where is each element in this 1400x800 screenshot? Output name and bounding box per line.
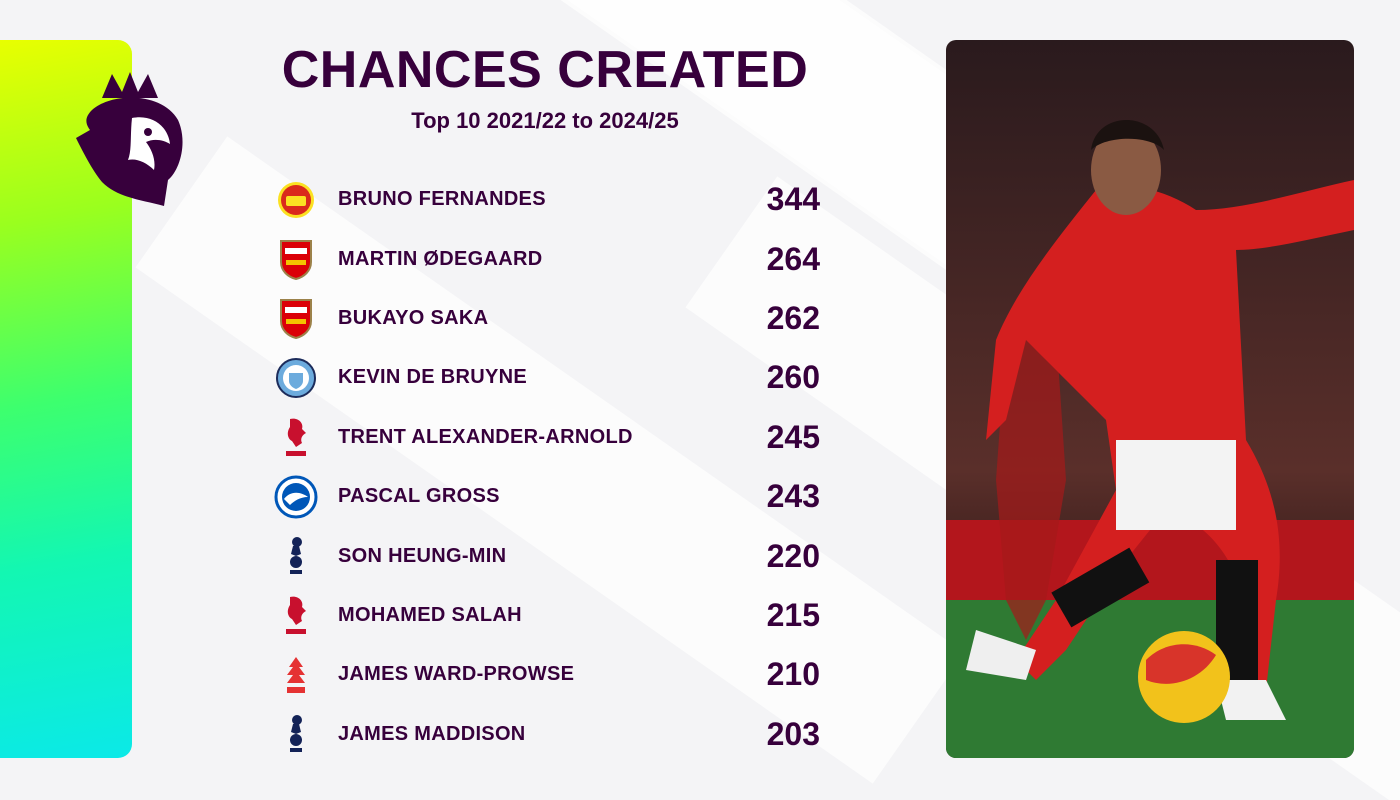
chances-value: 220 — [766, 537, 820, 574]
liverpool-crest-icon — [270, 589, 322, 641]
arsenal-crest-icon — [270, 292, 322, 344]
list-item: PASCAL GROSS 243 — [270, 467, 830, 526]
liverpool-crest-icon — [270, 411, 322, 463]
chances-value: 203 — [766, 715, 820, 752]
man-city-crest-icon — [270, 352, 322, 404]
player-name: BUKAYO SAKA — [338, 306, 489, 329]
tottenham-crest-icon — [270, 530, 322, 582]
list-item: JAMES MADDISON 203 — [270, 705, 830, 764]
player-list: BRUNO FERNANDES 344 MARTIN ØDEGAARD 264 … — [270, 170, 830, 764]
chances-value: 260 — [766, 359, 820, 396]
list-item: KEVIN DE BRUYNE 260 — [270, 348, 830, 407]
player-name: KEVIN DE BRUYNE — [338, 366, 527, 389]
chances-value: 210 — [766, 656, 820, 693]
list-item: SON HEUNG-MIN 220 — [270, 526, 830, 585]
player-name: MARTIN ØDEGAARD — [338, 247, 543, 270]
player-name: JAMES MADDISON — [338, 722, 526, 745]
nottingham-forest-crest-icon — [270, 649, 322, 701]
chances-value: 344 — [766, 181, 820, 218]
chances-value: 245 — [766, 418, 820, 455]
chances-value: 215 — [766, 596, 820, 633]
chances-value: 262 — [766, 299, 820, 336]
player-name: PASCAL GROSS — [338, 485, 500, 508]
chances-value: 264 — [766, 240, 820, 277]
chances-value: 243 — [766, 478, 820, 515]
list-item: JAMES WARD-PROWSE 210 — [270, 645, 830, 704]
player-name: JAMES WARD-PROWSE — [338, 663, 575, 686]
player-name: TRENT ALEXANDER-ARNOLD — [338, 425, 633, 448]
player-photo — [946, 40, 1354, 758]
player-name: SON HEUNG-MIN — [338, 544, 507, 567]
list-item: TRENT ALEXANDER-ARNOLD 245 — [270, 408, 830, 467]
tottenham-crest-icon — [270, 708, 322, 760]
man-utd-crest-icon — [270, 174, 322, 226]
premier-league-lion-logo — [76, 72, 183, 206]
page-subtitle: Top 10 2021/22 to 2024/25 — [411, 108, 679, 133]
list-item: MOHAMED SALAH 215 — [270, 586, 830, 645]
player-name: MOHAMED SALAH — [338, 603, 522, 626]
player-name: BRUNO FERNANDES — [338, 188, 546, 211]
list-item: BRUNO FERNANDES 344 — [270, 170, 830, 229]
list-item: BUKAYO SAKA 262 — [270, 289, 830, 348]
page-title: CHANCES CREATED — [281, 41, 809, 99]
brighton-crest-icon — [270, 471, 322, 523]
list-item: MARTIN ØDEGAARD 264 — [270, 229, 830, 288]
arsenal-crest-icon — [270, 233, 322, 285]
